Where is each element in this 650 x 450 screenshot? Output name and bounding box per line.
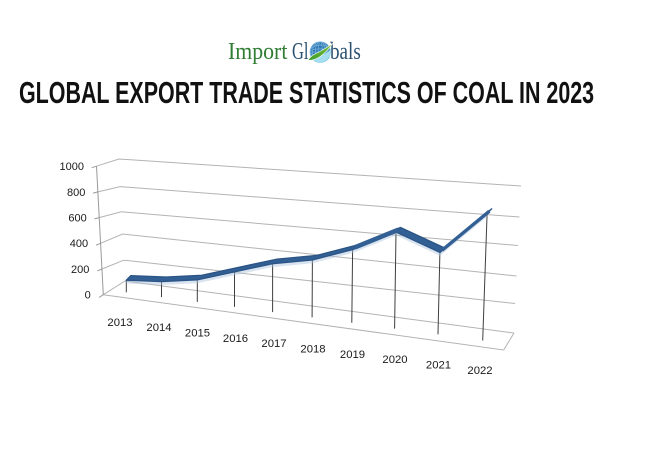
svg-text:2019: 2019 [340,349,365,361]
svg-text:2018: 2018 [300,344,325,356]
svg-text:2015: 2015 [185,328,210,340]
svg-text:0: 0 [85,290,91,302]
svg-text:400: 400 [70,238,88,250]
svg-text:2016: 2016 [223,333,248,345]
svg-text:2020: 2020 [382,354,407,366]
svg-text:2014: 2014 [146,322,171,334]
svg-text:600: 600 [68,213,86,225]
svg-text:2021: 2021 [426,360,451,372]
svg-text:2017: 2017 [261,338,286,350]
svg-text:800: 800 [67,187,85,199]
svg-text:2013: 2013 [107,317,132,329]
svg-text:200: 200 [71,264,89,276]
svg-text:1000: 1000 [60,161,84,173]
svg-text:2022: 2022 [467,365,492,377]
